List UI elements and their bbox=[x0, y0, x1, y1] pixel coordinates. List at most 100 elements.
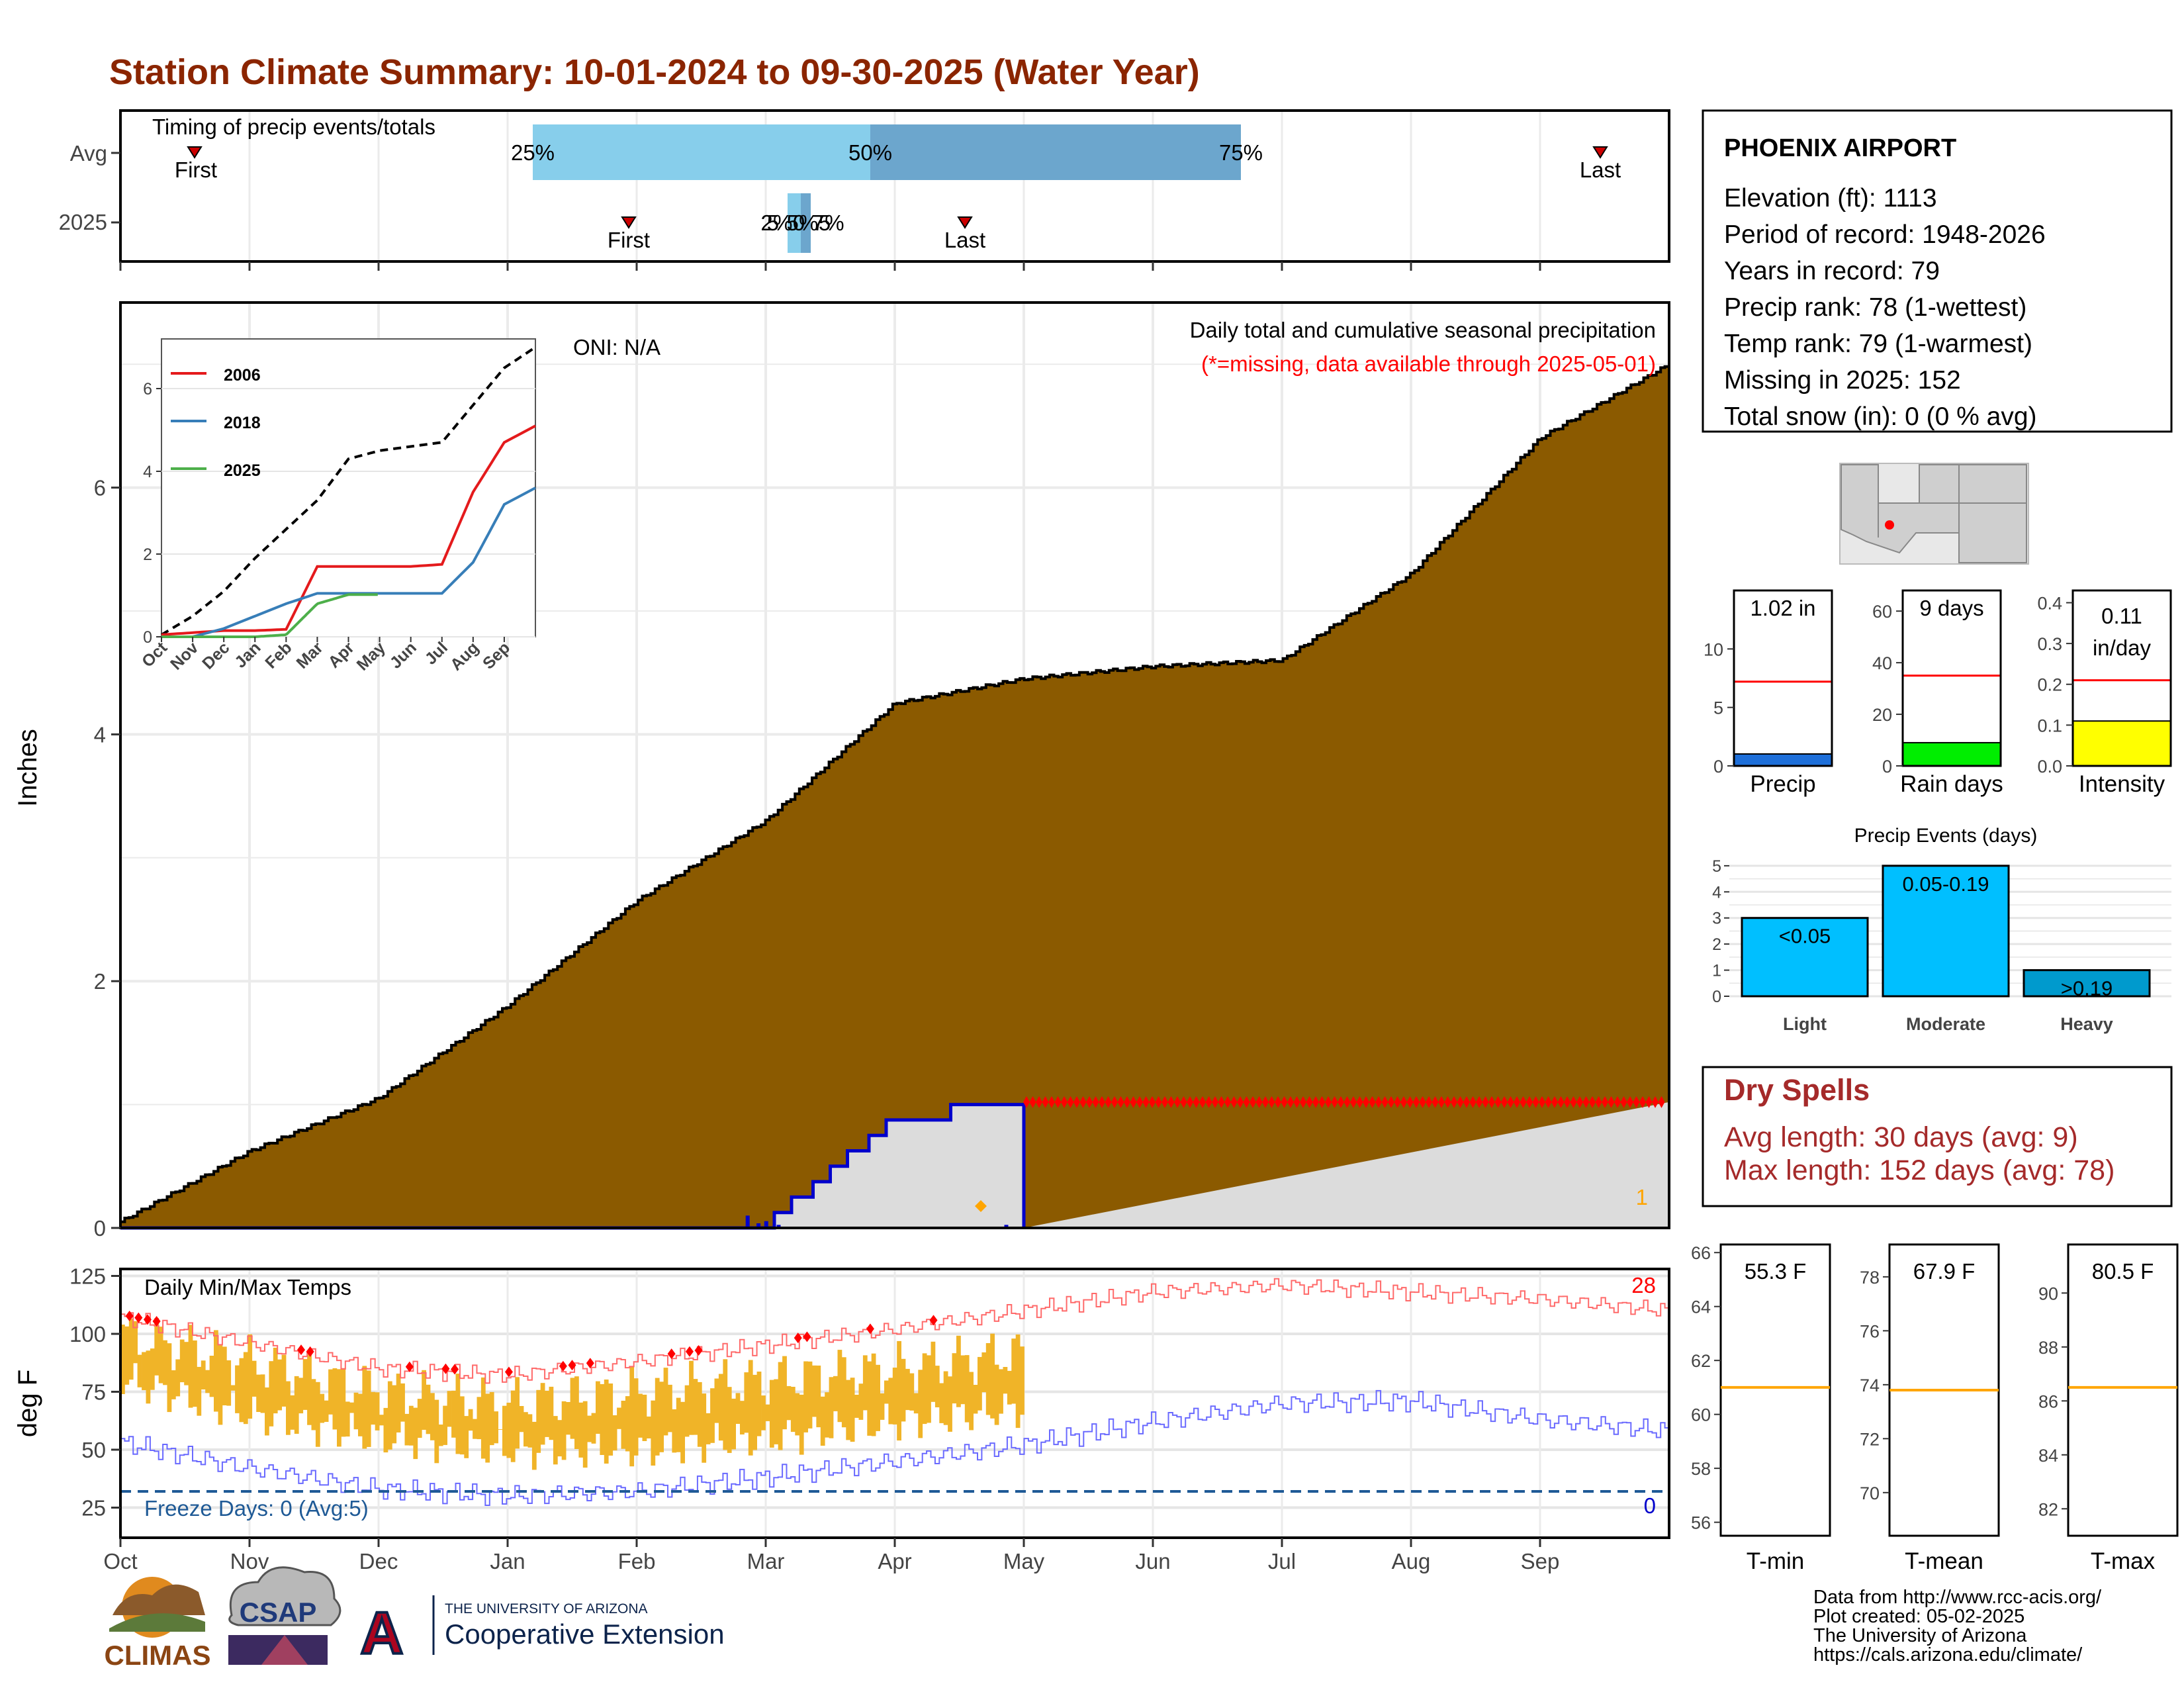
csap-logo: CSAP bbox=[228, 1566, 341, 1665]
missing-data-marker bbox=[1363, 1096, 1369, 1108]
timing-2025-pcts: 25%50%75% bbox=[760, 211, 844, 235]
missing-data-marker bbox=[1142, 1096, 1150, 1108]
daily-temp-bar bbox=[142, 1352, 146, 1391]
missing-data-marker bbox=[1413, 1096, 1420, 1108]
inset-line-2006 bbox=[161, 424, 536, 636]
daily-temp-bar bbox=[133, 1321, 138, 1364]
daily-temp-bar bbox=[120, 1325, 125, 1394]
daily-temp-bar bbox=[434, 1399, 439, 1464]
temps-label: Daily Min/Max Temps bbox=[144, 1275, 351, 1299]
daily-temp-bar bbox=[854, 1395, 859, 1418]
missing-data-marker bbox=[1394, 1096, 1401, 1108]
missing-data-marker bbox=[1595, 1096, 1602, 1108]
csap-logo-mountain bbox=[261, 1635, 308, 1665]
missing-data-marker bbox=[1532, 1096, 1539, 1108]
climas-logo: CLIMAS bbox=[105, 1577, 211, 1671]
daily-temp-bar bbox=[735, 1393, 741, 1424]
missing-data-marker bbox=[1432, 1096, 1439, 1108]
daily-temp-bar bbox=[600, 1383, 605, 1455]
month-x-tick-label: Apr bbox=[878, 1549, 911, 1573]
daily-temp-bar bbox=[358, 1393, 363, 1436]
temp-box-y-tick-label: 66 bbox=[1691, 1243, 1711, 1263]
daily-temp-bar bbox=[960, 1355, 966, 1405]
inset-x-tick-label: May bbox=[353, 638, 389, 674]
temps-series bbox=[120, 1278, 1670, 1506]
timing-avg-first-marker bbox=[187, 146, 203, 159]
daily-temp-bar bbox=[672, 1409, 677, 1453]
event-marker bbox=[975, 1200, 987, 1212]
temp-box-value-0: 55.3 F bbox=[1745, 1259, 1807, 1284]
daily-temp-bar bbox=[633, 1378, 639, 1456]
daily-temp-bar bbox=[383, 1407, 388, 1453]
daily-temp-bar bbox=[782, 1356, 787, 1430]
daily-temp-bar bbox=[451, 1390, 456, 1438]
daily-temp-bar bbox=[909, 1373, 915, 1411]
missing-data-marker bbox=[1400, 1096, 1407, 1108]
events-y-tick-label: 2 bbox=[1712, 935, 1721, 954]
missing-data-marker bbox=[1099, 1096, 1105, 1108]
events-x-label-2: Heavy bbox=[2060, 1014, 2113, 1034]
daily-temp-bar bbox=[426, 1384, 431, 1434]
daily-temp-bar bbox=[353, 1392, 359, 1430]
missing-data-marker bbox=[1356, 1096, 1363, 1108]
daily-temp-bar bbox=[146, 1350, 151, 1404]
record-high-marker bbox=[125, 1310, 134, 1321]
missing-data-marker bbox=[1438, 1096, 1445, 1108]
missing-data-marker bbox=[1639, 1096, 1646, 1108]
missing-data-marker bbox=[1130, 1096, 1137, 1108]
mini-y-tick-label: 0 bbox=[1882, 757, 1892, 776]
daily-temp-bar bbox=[841, 1357, 846, 1428]
daily-temp-bar bbox=[790, 1387, 796, 1432]
mini-bar-frame-1 bbox=[1901, 589, 2002, 767]
daily-temp-bar bbox=[803, 1361, 808, 1432]
daily-temp-bar bbox=[506, 1403, 512, 1458]
inset-line-2025 bbox=[161, 593, 378, 638]
daily-temp-bar bbox=[570, 1378, 575, 1439]
freeze-days-label: Freeze Days: 0 (Avg:5) bbox=[144, 1496, 369, 1521]
footer-line-2: Plot created: 05-02-2025 bbox=[1813, 1606, 2025, 1627]
missing-data-marker bbox=[1281, 1096, 1288, 1108]
precip-frame bbox=[119, 301, 1670, 1229]
temps-y-tick-label: 100 bbox=[69, 1322, 106, 1346]
daily-temp-bar bbox=[443, 1405, 447, 1445]
missing-data-marker bbox=[1614, 1096, 1621, 1108]
daily-precip-bar bbox=[756, 1223, 761, 1228]
daily-temp-bar bbox=[837, 1350, 842, 1423]
daily-temp-bar bbox=[752, 1374, 757, 1450]
precip-series bbox=[120, 365, 1670, 1230]
mini-y-tick-label: 60 bbox=[1872, 602, 1892, 622]
missing-data-marker bbox=[1293, 1096, 1300, 1108]
missing-data-marker bbox=[1054, 1096, 1062, 1108]
temp-box-frame-2 bbox=[2067, 1243, 2179, 1537]
missing-data-marker bbox=[1029, 1096, 1036, 1108]
daily-temp-bar bbox=[260, 1374, 265, 1413]
daily-temp-bar bbox=[718, 1374, 723, 1441]
inset-series bbox=[160, 346, 537, 638]
daily-temp-bar bbox=[502, 1405, 507, 1456]
mini-y-tick-label: 0.1 bbox=[2037, 716, 2062, 735]
daily-temp-bar bbox=[913, 1393, 919, 1414]
daily-temp-bar bbox=[705, 1413, 711, 1444]
daily-temp-bar bbox=[328, 1369, 333, 1415]
daily-temp-bar bbox=[553, 1416, 558, 1465]
daily-temp-bar bbox=[871, 1353, 876, 1436]
daily-temp-bar bbox=[799, 1394, 804, 1455]
daily-temp-bar bbox=[744, 1372, 749, 1433]
record-high-marker bbox=[568, 1360, 576, 1371]
station-location-dot bbox=[1885, 520, 1894, 530]
mini-y-tick-label: 10 bbox=[1704, 639, 1723, 659]
record-high-marker bbox=[667, 1348, 676, 1360]
record-high-marker bbox=[866, 1323, 874, 1335]
timing-avg-50: 50% bbox=[848, 140, 892, 165]
daily-temp-bar bbox=[519, 1406, 524, 1432]
daily-temp-bar bbox=[740, 1401, 745, 1434]
daily-temp-bar bbox=[761, 1395, 766, 1430]
precip-count-label: 1 bbox=[1636, 1185, 1648, 1209]
events-y-tick-label: 0 bbox=[1712, 988, 1721, 1006]
timing-2025-first-marker bbox=[621, 216, 637, 229]
missing-data-marker bbox=[1300, 1096, 1306, 1108]
daily-temp-bar bbox=[214, 1330, 218, 1412]
inset-x-tick-label: Feb bbox=[261, 638, 295, 672]
record-high-marker bbox=[929, 1315, 938, 1326]
missing-data-marker bbox=[1187, 1096, 1193, 1108]
